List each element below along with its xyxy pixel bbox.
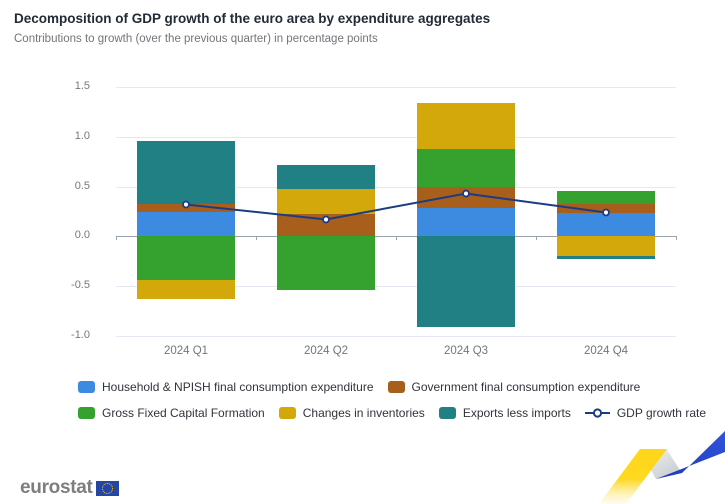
x-axis-tick [396,236,397,241]
y-axis-tick-label: -0.5 [71,279,90,292]
x-axis-tick [536,236,537,241]
gdp-growth-marker[interactable] [602,208,610,217]
bar-segment-gross-fixed-capital-formation[interactable] [417,148,515,187]
bar-segment-changes-in-inventories[interactable] [417,102,515,149]
legend-label: Household & NPISH final consumption expe… [102,380,374,394]
legend-swatch-icon [278,407,296,419]
chart-legend: Household & NPISH final consumption expe… [78,378,725,430]
eurostat-logo-text: eurostat [20,477,93,498]
legend-label: Changes in inventories [302,406,425,420]
legend-item-gross-fixed-capital-formation[interactable]: Gross Fixed Capital Formation [78,406,265,420]
bar-segment-gross-fixed-capital-formation[interactable] [557,190,655,204]
gdp-growth-marker[interactable] [462,189,470,198]
y-axis-tick-label: -1.0 [71,329,90,341]
bar-segment-household-npish-final-consumption-expenditure[interactable] [557,213,655,237]
legend-row-2: Gross Fixed Capital Formation Changes in … [78,404,725,422]
y-axis-tick-label: 1.5 [74,80,90,92]
bar-segment-changes-in-inventories[interactable] [137,280,235,300]
legend-swatch-icon [438,407,456,419]
x-axis-label: 2024 Q2 [303,345,349,357]
gridline-1.5 [116,87,676,88]
page-title: Decomposition of GDP growth of the euro … [14,11,491,26]
y-axis-labels: 1.5 1.0 0.5 0.0 -0.5 -1.0 [40,80,90,341]
y-axis-tick-label: 0.5 [74,179,90,192]
bar-segment-government-final-consumption-expenditure[interactable] [557,203,655,214]
gridline-0.5 [116,186,676,188]
plot-area: 2024 Q1 2024 Q2 2024 Q3 2024 Q4 [116,87,677,357]
x-axis-tick [116,236,117,241]
legend-label: GDP growth rate [616,406,706,420]
legend-item-government-final-consumption-expenditure[interactable]: Government final consumption expenditure [387,380,641,394]
gdp-growth-marker[interactable] [322,215,330,224]
bar-segment-gross-fixed-capital-formation[interactable] [137,236,235,281]
gdp-line-icon [584,408,610,418]
bar-segment-household-npish-final-consumption-expenditure[interactable] [417,207,515,237]
gdp-growth-marker[interactable] [182,200,190,209]
x-axis-tick [256,236,257,241]
x-axis-label: 2024 Q3 [443,345,489,357]
eu-flag-icon [95,480,119,496]
legend-label: Gross Fixed Capital Formation [102,406,265,420]
gridline--1.0 [116,336,676,337]
bar-segment-exports-less-imports[interactable] [277,164,375,189]
legend-item-changes-in-inventories[interactable]: Changes in inventories [278,406,425,420]
bar-segment-government-final-consumption-expenditure[interactable] [277,214,375,237]
bar-segment-exports-less-imports[interactable] [417,236,515,328]
x-axis-tick [676,236,677,241]
chart-subtitle: Contributions to growth (over the previo… [14,33,378,45]
gridline--0.5 [116,286,676,288]
legend-item-household-npish-final-consumption-expenditure[interactable]: Household & NPISH final consumption expe… [78,380,374,394]
legend-swatch-icon [387,381,405,393]
gdp-growth-line [182,189,610,224]
y-axis-tick-label: 1.0 [74,129,90,142]
bar-segment-changes-in-inventories[interactable] [557,236,655,257]
bar-segment-gross-fixed-capital-formation[interactable] [277,236,375,291]
legend-label: Exports less imports [462,406,571,420]
legend-swatch-icon [78,381,95,393]
y-axis-tick-label: 0.0 [74,229,90,242]
legend-label: Government final consumption expenditure [411,380,641,394]
eurostat-ribbon-decoration [599,431,725,504]
bar-segment-exports-less-imports[interactable] [137,140,235,204]
gridline-1.0 [116,136,676,138]
bar-segment-exports-less-imports[interactable] [557,256,655,260]
eurostat-logo[interactable]: eurostat [20,477,119,499]
legend-item-exports-less-imports[interactable]: Exports less imports [438,406,571,420]
legend-row-1: Household & NPISH final consumption expe… [78,378,725,396]
x-axis-label: 2024 Q4 [583,345,629,357]
bar-segment-changes-in-inventories[interactable] [277,188,375,215]
bar-segment-household-npish-final-consumption-expenditure[interactable] [137,212,235,237]
legend-swatch-icon [78,407,95,419]
x-axis-label: 2024 Q1 [163,345,209,357]
legend-item-gdp-growth-rate[interactable]: GDP growth rate [584,406,706,420]
